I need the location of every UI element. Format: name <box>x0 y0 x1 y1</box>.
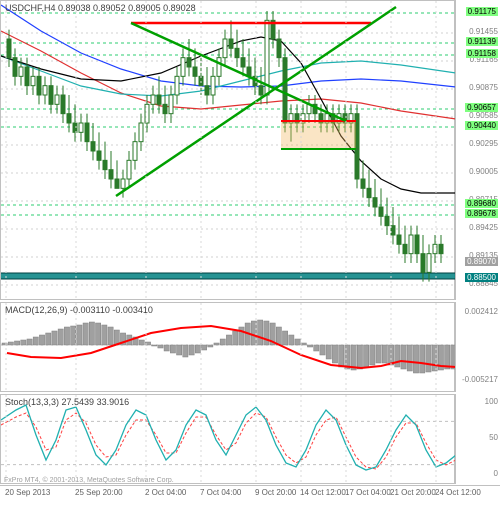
x-tick-label: 7 Oct 04:00 <box>200 488 241 497</box>
y-highlight-label: 0.89678 <box>465 209 498 218</box>
x-tick-label: 14 Oct 12:00 <box>300 488 346 497</box>
price-chart[interactable]: USDCHF,H4 0.89038 0.89052 0.89005 0.8902… <box>0 0 455 300</box>
x-tick-label: 25 Sep 20:00 <box>75 488 123 497</box>
x-tick-label: 17 Oct 04:00 <box>345 488 391 497</box>
macd-panel[interactable]: MACD(12,26,9) -0.003110 -0.003410 <box>0 302 455 392</box>
y-highlight-label: 0.90657 <box>465 103 498 112</box>
x-axis: 20 Sep 2013 25 Sep 20:00 2 Oct 04:00 7 Oct … <box>0 485 500 509</box>
stoch-title: Stoch(13,3,3) 27.5439 33.9016 <box>5 397 129 407</box>
y-tick-label: 0.91455 <box>469 27 498 36</box>
y-highlight-label: 0.91139 <box>466 37 498 46</box>
y-highlight-label: 0.91158 <box>466 49 498 58</box>
y-highlight-label: 0.91175 <box>466 7 498 16</box>
y-tick-label: 0.90585 <box>469 111 498 120</box>
macd-title: MACD(12,26,9) -0.003110 -0.003410 <box>5 305 153 315</box>
macd-y-axis: 0.002412 -0.005217 <box>455 302 500 392</box>
y-tick-label: 0.90875 <box>469 83 498 92</box>
price-y-axis: 0.914550.911650.908750.905850.902950.900… <box>455 0 500 300</box>
x-tick-label: 24 Oct 12:00 <box>435 488 481 497</box>
x-tick-label: 2 Oct 04:00 <box>145 488 186 497</box>
chart-title: USDCHF,H4 0.89038 0.89052 0.89005 0.8902… <box>5 3 196 13</box>
stoch-y-axis: 100 50 0 <box>455 394 500 484</box>
y-tick-label: 0.90005 <box>469 167 498 176</box>
y-tick-label: 0.90295 <box>469 139 498 148</box>
x-tick-label: 21 Oct 20:00 <box>390 488 436 497</box>
copyright-text: FxPro MT4, © 2001-2013, MetaQuotes Softw… <box>4 477 174 484</box>
macd-y-label: 0.002412 <box>465 307 498 316</box>
macd-y-label: -0.005217 <box>462 375 498 384</box>
y-highlight-label: 0.89070 <box>465 257 498 266</box>
macd-svg <box>1 303 456 393</box>
price-chart-svg <box>1 1 456 301</box>
stoch-y-label: 100 <box>485 397 498 406</box>
y-highlight-label: 0.88500 <box>465 273 498 282</box>
x-tick-label: 9 Oct 20:00 <box>255 488 296 497</box>
y-highlight-label: 0.90440 <box>465 121 498 130</box>
stoch-svg <box>1 395 456 485</box>
stoch-y-label: 50 <box>489 433 498 442</box>
stoch-y-label: 0 <box>494 469 498 478</box>
y-tick-label: 0.89425 <box>469 223 498 232</box>
y-highlight-label: 0.89680 <box>465 199 498 208</box>
x-tick-label: 20 Sep 2013 <box>5 488 50 497</box>
stoch-panel[interactable]: Stoch(13,3,3) 27.5439 33.9016 <box>0 394 455 484</box>
